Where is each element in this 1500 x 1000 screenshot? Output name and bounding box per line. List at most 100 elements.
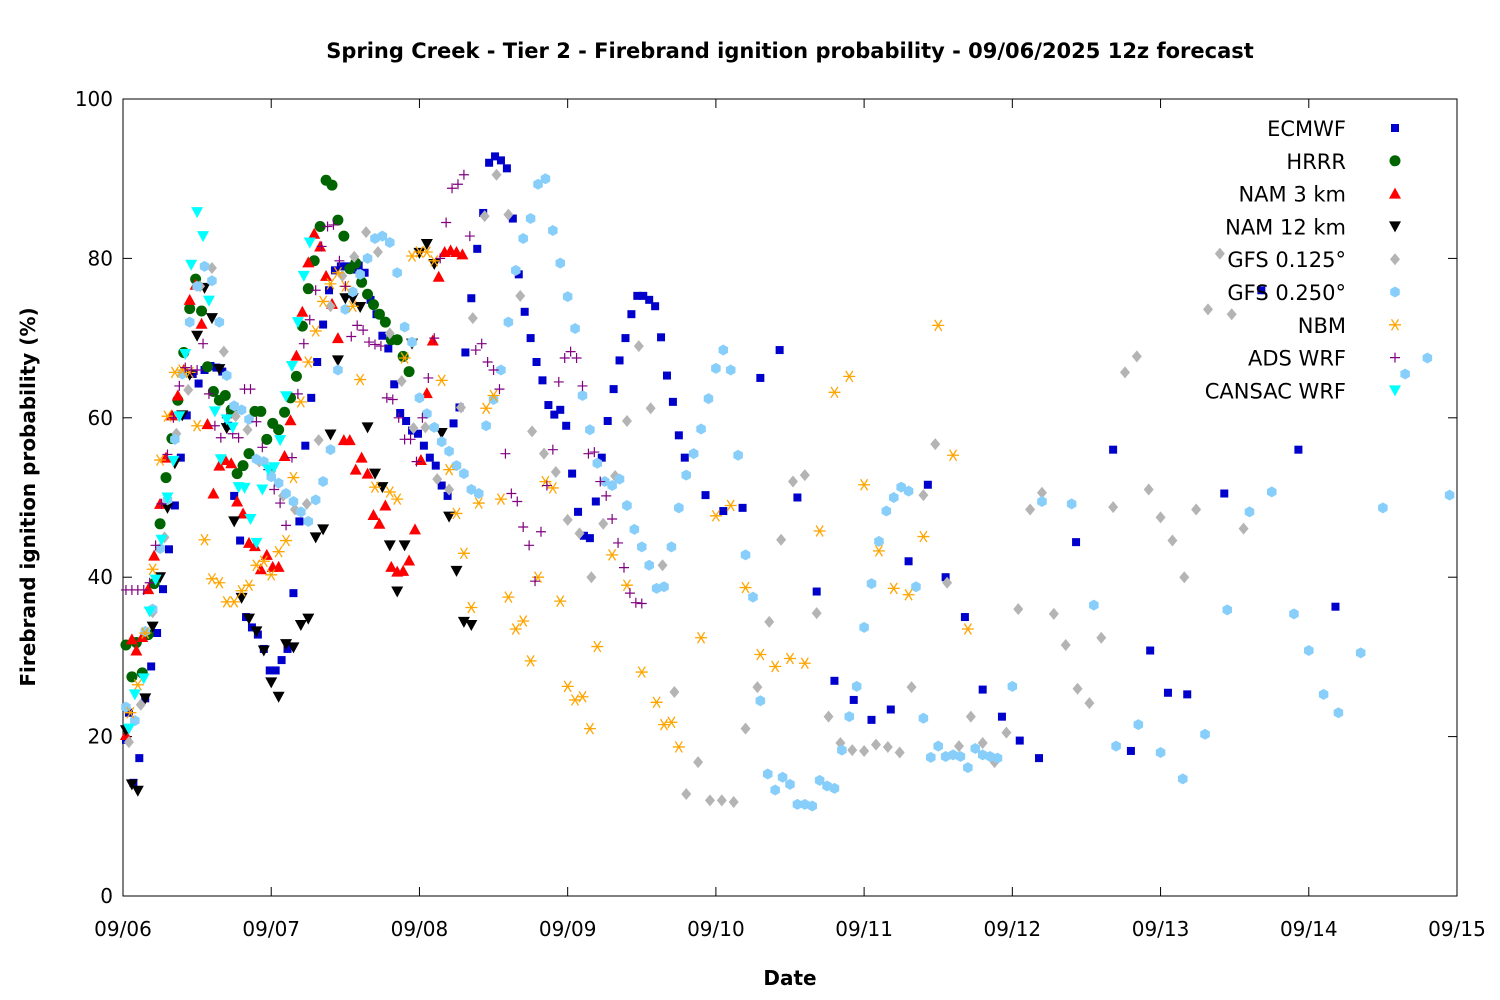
x-tick-label: 09/08 bbox=[391, 917, 449, 941]
data-point bbox=[420, 239, 433, 251]
x-tick-label: 09/10 bbox=[687, 917, 745, 941]
data-point bbox=[978, 685, 987, 694]
data-point bbox=[472, 497, 485, 509]
data-point bbox=[277, 656, 286, 665]
data-point bbox=[184, 303, 196, 315]
data-point bbox=[1084, 697, 1095, 710]
data-point bbox=[391, 334, 403, 346]
data-point bbox=[356, 276, 368, 288]
data-point bbox=[215, 432, 226, 443]
data-point bbox=[494, 384, 505, 395]
data-point bbox=[318, 476, 328, 488]
data-point bbox=[403, 366, 415, 378]
data-point bbox=[370, 232, 380, 244]
data-point bbox=[185, 259, 198, 271]
data-point bbox=[904, 557, 913, 566]
data-point bbox=[538, 447, 549, 460]
data-point bbox=[882, 740, 893, 753]
data-point bbox=[179, 349, 192, 361]
data-point bbox=[417, 412, 428, 423]
data-point bbox=[941, 573, 950, 582]
data-point bbox=[139, 627, 152, 639]
data-point bbox=[1060, 638, 1071, 651]
data-point bbox=[1226, 308, 1237, 321]
data-point bbox=[1089, 599, 1099, 611]
data-point bbox=[138, 584, 149, 595]
data-point bbox=[125, 633, 138, 645]
data-point bbox=[1400, 368, 1410, 380]
data-point bbox=[198, 533, 211, 546]
legend-item: NAM 12 km bbox=[1225, 215, 1401, 239]
data-point bbox=[620, 579, 633, 592]
data-point bbox=[547, 444, 558, 455]
data-point bbox=[1131, 350, 1142, 363]
data-point bbox=[242, 423, 253, 436]
data-point bbox=[662, 371, 671, 380]
data-point bbox=[444, 483, 455, 496]
data-point bbox=[886, 705, 895, 714]
data-point bbox=[238, 482, 251, 494]
data-point bbox=[324, 278, 337, 290]
data-point bbox=[1133, 719, 1144, 731]
data-point bbox=[1200, 728, 1210, 740]
data-point bbox=[298, 338, 309, 349]
data-point bbox=[775, 346, 784, 355]
data-point bbox=[320, 269, 333, 281]
data-point bbox=[787, 475, 798, 488]
y-tick-label: 60 bbox=[88, 406, 113, 430]
data-point bbox=[375, 341, 386, 352]
legend-item: ADS WRF bbox=[1248, 347, 1400, 371]
data-point bbox=[292, 388, 303, 399]
data-point bbox=[591, 640, 604, 653]
data-point bbox=[272, 560, 285, 572]
data-point bbox=[304, 314, 315, 325]
data-point bbox=[636, 598, 647, 609]
data-point bbox=[556, 405, 565, 414]
data-point bbox=[574, 527, 585, 540]
data-point bbox=[615, 356, 624, 365]
data-point bbox=[963, 762, 973, 774]
legend-item: GFS 0.250° bbox=[1227, 281, 1400, 305]
data-point bbox=[496, 364, 506, 376]
data-point bbox=[251, 453, 262, 465]
data-point bbox=[681, 469, 692, 481]
data-point bbox=[449, 419, 458, 428]
data-point bbox=[811, 607, 822, 620]
data-point bbox=[392, 267, 402, 279]
data-point bbox=[271, 666, 280, 675]
data-point bbox=[170, 501, 179, 510]
data-point bbox=[589, 447, 600, 458]
data-point bbox=[197, 231, 210, 243]
data-point bbox=[334, 255, 345, 266]
data-point bbox=[1378, 502, 1388, 514]
data-point bbox=[250, 537, 263, 549]
data-point bbox=[302, 356, 315, 368]
data-point bbox=[585, 424, 595, 436]
data-point bbox=[219, 389, 231, 401]
data-point bbox=[1444, 489, 1455, 501]
data-point bbox=[502, 164, 511, 173]
x-tick-label: 09/14 bbox=[1280, 917, 1338, 941]
data-point bbox=[800, 798, 810, 810]
data-point bbox=[194, 379, 203, 388]
data-point bbox=[303, 237, 316, 249]
data-point bbox=[314, 221, 326, 233]
data-point bbox=[296, 305, 309, 317]
data-point bbox=[881, 505, 892, 517]
data-point bbox=[259, 456, 269, 468]
data-point bbox=[1289, 608, 1299, 620]
data-point bbox=[533, 178, 543, 190]
data-point bbox=[324, 429, 337, 441]
data-point bbox=[287, 642, 300, 654]
data-point bbox=[196, 305, 208, 317]
data-point bbox=[784, 652, 796, 665]
data-point bbox=[1111, 740, 1121, 752]
legend-marker bbox=[1389, 221, 1401, 233]
data-point bbox=[633, 340, 644, 353]
data-point bbox=[843, 370, 856, 383]
data-point bbox=[398, 352, 411, 364]
data-point bbox=[381, 392, 392, 403]
data-point bbox=[576, 690, 589, 703]
data-point bbox=[562, 421, 571, 430]
